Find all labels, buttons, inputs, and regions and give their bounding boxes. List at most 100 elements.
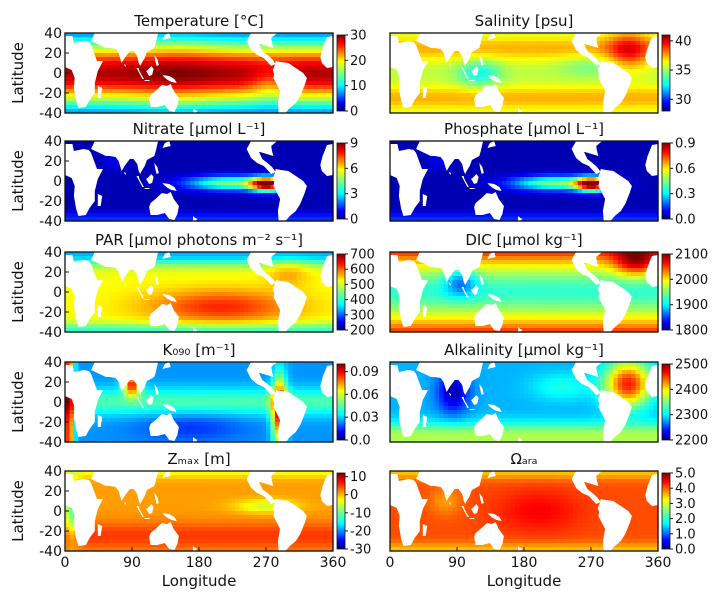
- heatmap-cell: [203, 209, 209, 214]
- heatmap-cell: [252, 97, 258, 102]
- heatmap-cell: [239, 189, 245, 194]
- heatmap-cell: [452, 105, 458, 110]
- heatmap-cell: [283, 41, 289, 46]
- heatmap-cell: [91, 93, 97, 98]
- heatmap-cell: [270, 49, 276, 54]
- heatmap-cell: [100, 189, 106, 194]
- heatmap-cell: [248, 193, 254, 198]
- heatmap-cell: [96, 73, 102, 78]
- heatmap-cell: [649, 189, 655, 194]
- heatmap-cell: [640, 109, 646, 114]
- heatmap-cell: [225, 33, 231, 38]
- heatmap-cell: [528, 185, 534, 190]
- heatmap-cell: [221, 185, 227, 190]
- heatmap-cell: [626, 101, 632, 106]
- heatmap-cell: [586, 93, 592, 98]
- heatmap-cell: [315, 165, 321, 170]
- heatmap-cell: [541, 157, 547, 162]
- heatmap-cell: [248, 65, 254, 70]
- heatmap-cell: [324, 97, 330, 102]
- heatmap-cell: [626, 41, 632, 46]
- heatmap-cell: [266, 77, 272, 82]
- heatmap-cell: [297, 41, 303, 46]
- heatmap-cell: [541, 37, 547, 42]
- heatmap-cell: [225, 141, 231, 146]
- heatmap-cell: [501, 33, 507, 38]
- heatmap-cell: [114, 185, 120, 190]
- heatmap-cell: [140, 97, 146, 102]
- heatmap-cell: [87, 41, 93, 46]
- heatmap-cell: [248, 109, 254, 114]
- heatmap-cell: [136, 205, 142, 210]
- heatmap-cell: [608, 49, 614, 54]
- heatmap-cell: [591, 205, 597, 210]
- heatmap-cell: [270, 57, 276, 62]
- heatmap-cell: [207, 65, 213, 70]
- heatmap-cell: [297, 65, 303, 70]
- heatmap-cell: [537, 217, 543, 222]
- heatmap-cell: [274, 153, 280, 158]
- heatmap-cell: [176, 165, 182, 170]
- heatmap-cell: [65, 33, 71, 38]
- heatmap-cell: [497, 45, 503, 50]
- heatmap-cell: [425, 85, 431, 90]
- heatmap-cell: [488, 65, 494, 70]
- heatmap-cell: [653, 77, 659, 82]
- heatmap-cell: [519, 141, 525, 146]
- heatmap-cell: [649, 177, 655, 182]
- heatmap-cell: [622, 61, 628, 66]
- heatmap-cell: [123, 101, 129, 106]
- heatmap-cell: [546, 169, 552, 174]
- heatmap-cell: [261, 177, 267, 182]
- heatmap-cell: [394, 93, 400, 98]
- heatmap-cell: [470, 193, 476, 198]
- heatmap-cell: [448, 81, 454, 86]
- heatmap-cell: [234, 33, 240, 38]
- heatmap-cell: [118, 193, 124, 198]
- y-tick-label: 40: [44, 26, 62, 42]
- heatmap-cell: [559, 197, 565, 202]
- heatmap-cell: [425, 45, 431, 50]
- heatmap-cell: [622, 153, 628, 158]
- heatmap-cell: [221, 61, 227, 66]
- heatmap-cell: [390, 141, 396, 146]
- heatmap-cell: [243, 145, 249, 150]
- heatmap-cell: [127, 201, 133, 206]
- heatmap-cell: [425, 49, 431, 54]
- heatmap-cell: [203, 93, 209, 98]
- heatmap-cell: [328, 89, 334, 94]
- heatmap-cell: [176, 57, 182, 62]
- heatmap-cell: [65, 292, 71, 297]
- heatmap-cell: [234, 209, 240, 214]
- heatmap-cell: [167, 161, 173, 166]
- heatmap-cell: [421, 109, 427, 114]
- heatmap-cell: [564, 201, 570, 206]
- heatmap-cell: [640, 169, 646, 174]
- heatmap-cell: [479, 161, 485, 166]
- heatmap-cell: [398, 109, 404, 114]
- heatmap-cell: [149, 161, 155, 166]
- heatmap-cell: [105, 53, 111, 58]
- heatmap-cell: [96, 205, 102, 210]
- heatmap-cell: [591, 169, 597, 174]
- heatmap-cell: [190, 165, 196, 170]
- heatmap-cell: [230, 85, 236, 90]
- heatmap-cell: [434, 77, 440, 82]
- heatmap-cell: [315, 157, 321, 162]
- heatmap-cell: [532, 109, 538, 114]
- heatmap-cell: [555, 185, 561, 190]
- heatmap-cell: [91, 109, 97, 114]
- heatmap-cell: [452, 81, 458, 86]
- heatmap-cell: [608, 145, 614, 150]
- heatmap-cell: [524, 33, 530, 38]
- heatmap-cell: [96, 105, 102, 110]
- heatmap-cell: [149, 77, 155, 82]
- heatmap-cell: [635, 173, 641, 178]
- heatmap-cell: [416, 213, 422, 218]
- heatmap-cell: [181, 105, 187, 110]
- heatmap-cell: [328, 213, 334, 218]
- heatmap-cell: [568, 101, 574, 106]
- heatmap-cell: [492, 33, 498, 38]
- heatmap-cell: [190, 169, 196, 174]
- heatmap-cell: [443, 205, 449, 210]
